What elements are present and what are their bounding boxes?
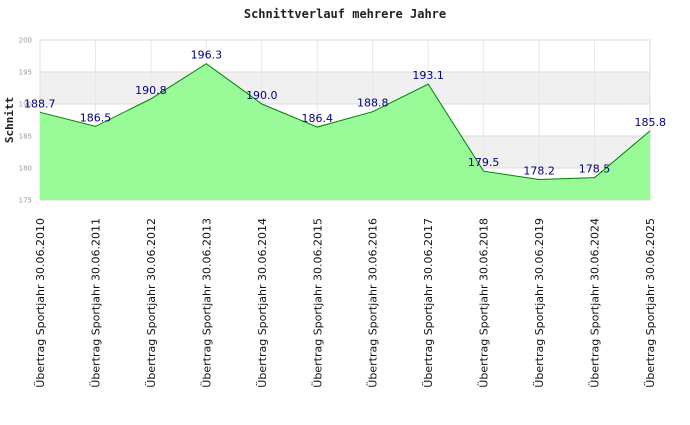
data-label: 190.8 (135, 84, 167, 97)
grid-band (40, 72, 650, 104)
y-axis-label: Schnitt (3, 97, 16, 143)
x-tick-label: Übertrag Sportjahr 30.06.2013 (200, 218, 213, 388)
data-label: 188.7 (24, 97, 56, 110)
x-tick-label: Übertrag Sportjahr 30.06.2012 (145, 218, 158, 388)
data-label: 193.1 (412, 69, 444, 82)
data-label: 179.5 (468, 156, 500, 169)
data-label: 186.5 (80, 111, 112, 124)
y-tick-label: 180 (19, 165, 32, 173)
x-tick-label: Übertrag Sportjahr 30.06.2017 (422, 218, 435, 388)
x-tick-label: Übertrag Sportjahr 30.06.2014 (256, 218, 269, 388)
y-tick-labels: 175 180 185 190 195 200 (19, 37, 32, 205)
x-tick-label: Übertrag Sportjahr 30.06.2016 (367, 218, 380, 388)
x-tick-label: Übertrag Sportjahr 30.06.2024 (589, 218, 602, 388)
x-tick-label: Übertrag Sportjahr 30.06.2010 (34, 218, 47, 388)
x-tick-label: Übertrag Sportjahr 30.06.2025 (644, 218, 657, 388)
data-label: 196.3 (191, 49, 223, 62)
grid-band (40, 40, 650, 72)
x-tick-label: Übertrag Sportjahr 30.06.2015 (311, 218, 324, 388)
data-label: 185.8 (635, 116, 667, 129)
data-label: 178.2 (523, 165, 555, 178)
data-label: 188.8 (357, 97, 389, 110)
x-tick-label: Übertrag Sportjahr 30.06.2019 (533, 218, 546, 388)
data-label: 186.4 (302, 112, 334, 125)
y-tick-label: 200 (19, 37, 32, 45)
area-fill (40, 63, 650, 201)
y-tick-label: 175 (19, 197, 32, 205)
x-tick-label: Übertrag Sportjahr 30.06.2018 (478, 218, 491, 388)
y-tick-label: 195 (19, 69, 32, 77)
series-line (39, 63, 651, 181)
data-label: 190.0 (246, 89, 278, 102)
x-tick-label: Übertrag Sportjahr 30.06.2011 (89, 218, 102, 388)
data-label: 178.5 (579, 163, 611, 176)
data-labels: 188.7 186.5 190.8 196.3 190.0 186.4 188.8 193.1… (24, 49, 666, 178)
y-tick-label: 190 (19, 101, 32, 109)
y-tick-label: 185 (19, 133, 32, 141)
x-tick-labels: Übertrag Sportjahr 30.06.2010 Übertrag Sp… (34, 218, 657, 388)
chart-title: Schnittverlauf mehrere Jahre (244, 7, 446, 21)
